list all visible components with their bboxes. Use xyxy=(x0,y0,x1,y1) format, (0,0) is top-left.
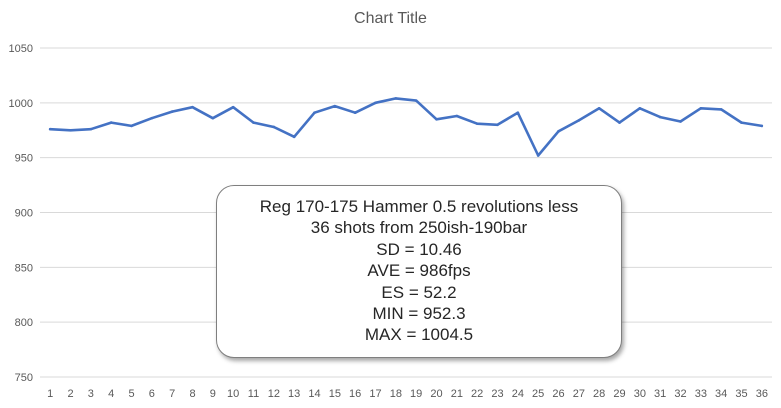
data-point xyxy=(150,116,154,120)
data-point xyxy=(292,135,296,139)
annotation-line-2: 36 shots from 250ish-190bar xyxy=(310,218,528,238)
data-point xyxy=(577,119,581,122)
y-tick-label: 1050 xyxy=(9,43,33,55)
data-point xyxy=(475,122,479,125)
x-tick-label: 5 xyxy=(128,388,134,400)
data-point xyxy=(496,123,499,127)
data-point xyxy=(414,99,418,102)
data-point xyxy=(231,105,235,109)
data-point xyxy=(313,111,316,115)
data-point xyxy=(679,120,682,123)
x-tick-label: 36 xyxy=(756,388,768,400)
x-tick-label: 10 xyxy=(227,388,239,400)
x-tick-label: 29 xyxy=(613,388,625,400)
x-tick-label: 28 xyxy=(593,388,605,400)
x-tick-label: 3 xyxy=(88,388,94,400)
x-tick-label: 18 xyxy=(390,388,402,400)
x-tick-label: 25 xyxy=(532,388,544,400)
data-point xyxy=(333,104,337,108)
x-tick-label: 13 xyxy=(288,388,300,400)
x-tick-label: 12 xyxy=(268,388,280,400)
data-point xyxy=(394,97,398,100)
data-point xyxy=(455,114,459,118)
y-tick-label: 850 xyxy=(15,262,33,274)
series-line xyxy=(48,97,764,157)
x-tick-label: 30 xyxy=(634,388,646,400)
data-point xyxy=(130,124,133,128)
x-tick-label: 35 xyxy=(735,388,747,400)
y-tick-label: 750 xyxy=(15,372,33,384)
data-point xyxy=(536,154,540,157)
data-point xyxy=(69,128,72,132)
data-point xyxy=(638,107,642,110)
data-point xyxy=(557,130,560,133)
x-tick-label: 11 xyxy=(248,388,259,400)
y-tick-label: 950 xyxy=(15,153,33,165)
data-point xyxy=(191,105,194,109)
data-point xyxy=(658,115,662,119)
data-point xyxy=(89,127,93,131)
data-point xyxy=(252,121,255,124)
y-tick-label: 800 xyxy=(15,317,33,329)
y-tick-label: 900 xyxy=(15,208,33,220)
y-tick-label: 1000 xyxy=(9,98,33,110)
x-tick-label: 9 xyxy=(210,388,216,400)
data-point xyxy=(374,101,377,105)
x-tick-label: 8 xyxy=(189,388,195,400)
x-tick-label: 34 xyxy=(715,388,727,400)
annotation-line-3: SD = 10.46 xyxy=(376,239,462,259)
data-point xyxy=(740,121,743,124)
x-tick-label: 21 xyxy=(451,388,463,400)
annotation-line-5: ES = 52.2 xyxy=(381,282,457,302)
annotation-line-1: Reg 170-175 Hammer 0.5 revolutions less xyxy=(259,197,579,216)
x-tick-label: 26 xyxy=(552,388,564,400)
x-tick-label: 15 xyxy=(329,388,341,400)
x-tick-label: 7 xyxy=(169,388,175,400)
x-tick-label: 27 xyxy=(573,388,585,400)
data-point xyxy=(435,117,438,121)
data-point xyxy=(699,107,703,110)
annotation-line-4: AVE = 986fps xyxy=(367,261,471,281)
annotation-line-6: MIN = 952.3 xyxy=(372,304,466,324)
x-tick-label: 22 xyxy=(471,388,483,400)
x-tick-label: 2 xyxy=(67,388,73,400)
data-point xyxy=(272,125,276,129)
data-point xyxy=(109,121,113,124)
data-point xyxy=(48,127,52,131)
x-tick-label: 6 xyxy=(149,388,155,400)
chart-title: Chart Title xyxy=(354,10,427,27)
x-tick-label: 23 xyxy=(491,388,503,400)
x-tick-label: 31 xyxy=(654,388,666,400)
x-tick-label: 14 xyxy=(308,388,320,400)
x-tick-label: 16 xyxy=(349,388,361,400)
x-tick-label: 4 xyxy=(108,388,114,400)
data-point xyxy=(516,111,520,115)
data-point xyxy=(597,107,601,110)
x-tick-label: 32 xyxy=(674,388,686,400)
data-point xyxy=(719,108,723,111)
x-tick-label: 20 xyxy=(430,388,442,400)
x-tick-label: 17 xyxy=(369,388,381,400)
stats-annotation-box: Reg 170-175 Hammer 0.5 revolutions less … xyxy=(216,185,622,358)
x-tick-label: 33 xyxy=(695,388,707,400)
data-point xyxy=(170,110,174,113)
data-point xyxy=(211,116,215,120)
data-point xyxy=(353,111,357,115)
x-tick-label: 19 xyxy=(410,388,422,400)
data-point xyxy=(618,121,621,124)
x-tick-label: 24 xyxy=(512,388,524,400)
x-tick-label: 1 xyxy=(47,388,53,400)
data-point xyxy=(760,124,764,128)
annotation-line-7: MAX = 1004.5 xyxy=(364,325,474,345)
